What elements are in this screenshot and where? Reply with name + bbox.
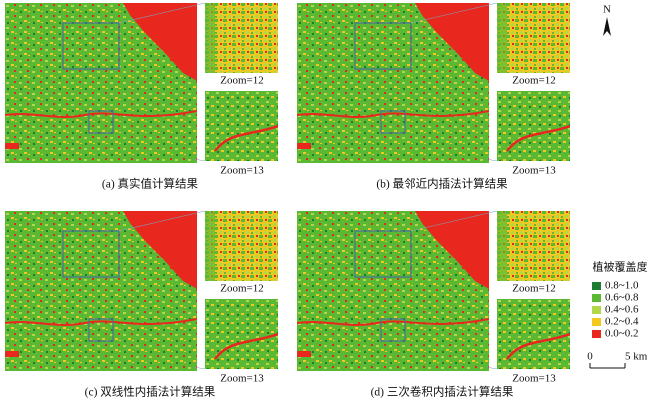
legend-label: 0.6~0.8 [605,292,639,304]
north-label: N [603,4,611,16]
zoom-label: Zoom=13 [512,165,556,177]
zoom-map [497,3,570,73]
zoom-label: Zoom=13 [220,165,264,177]
legend-swatch [592,330,601,338]
main-map [297,211,489,371]
zoom-map [205,211,278,281]
zoom-connector [410,210,498,232]
zoom-connector [193,158,206,162]
legend-label: 0.0~0.2 [605,328,638,340]
zoom-map [205,3,278,73]
zoom-connector [485,158,498,162]
legend-title: 植被覆盖度 [593,260,648,274]
main-map [297,3,489,163]
main-map [5,3,197,163]
zoom-connector [193,366,206,370]
zoom-label: Zoom=13 [220,373,264,385]
zoom-connector [485,366,498,370]
zoom-label: Zoom=12 [512,75,555,87]
zoom-map [497,211,570,281]
zoom-label: Zoom=12 [512,283,555,295]
zoom-label: Zoom=13 [512,373,556,385]
zoom-map [497,299,570,369]
legend-label: 0.4~0.6 [605,304,639,316]
panel-caption: (d) 三次卷积内插法计算结果 [371,385,514,399]
panel-caption: (c) 双线性内插法计算结果 [85,385,216,399]
legend-label: 0.8~1.0 [605,280,639,292]
main-map [5,211,197,371]
zoom-connector [118,210,206,232]
north-arrow [603,17,611,36]
legend-swatch [592,294,601,302]
scale-label: 0 [587,351,593,363]
zoom-map [497,91,570,161]
legend-swatch [592,282,601,290]
zoom-label: Zoom=12 [220,283,263,295]
legend-label: 0.2~0.4 [605,316,639,328]
panel-caption: (a) 真实值计算结果 [102,177,199,191]
scale-label: 5 km [625,351,648,363]
zoom-label: Zoom=12 [220,75,263,87]
legend-swatch [592,318,601,326]
panel-caption: (b) 最邻近内插法计算结果 [376,177,508,191]
zoom-connector [118,2,206,24]
zoom-map [205,91,278,161]
zoom-map [205,299,278,369]
zoom-connector [410,2,498,24]
legend-swatch [592,306,601,314]
